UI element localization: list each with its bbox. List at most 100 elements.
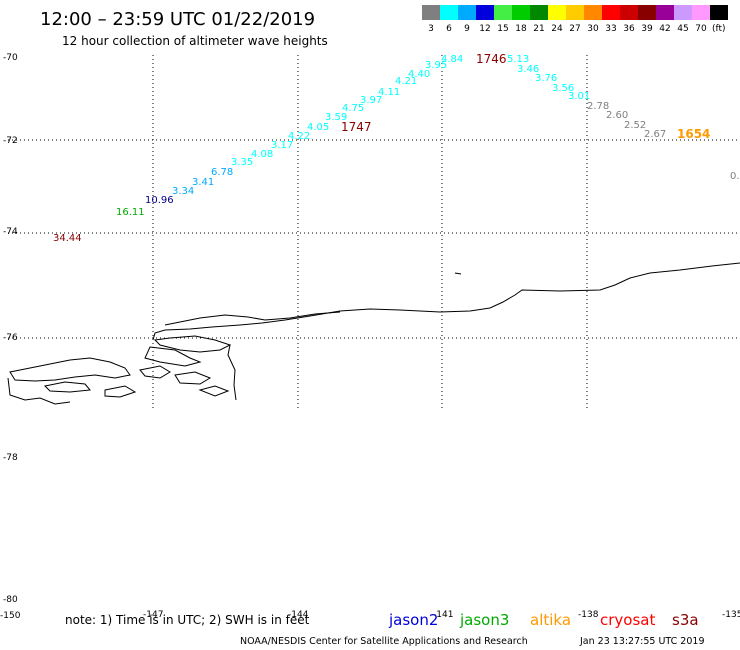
wave-height-label: 2.60 xyxy=(606,110,628,121)
legend-label: 3 xyxy=(428,24,434,34)
wave-height-label: 16.11 xyxy=(116,207,145,218)
coastline xyxy=(7,262,740,405)
graticule xyxy=(8,55,740,408)
wave-height-label: 3.41 xyxy=(192,177,214,188)
legend-label: 9 xyxy=(464,24,470,34)
legend-label: 27 xyxy=(569,24,580,34)
satellite-name: jason2 xyxy=(388,611,438,629)
legend-swatch xyxy=(494,5,512,20)
legend-swatch xyxy=(548,5,566,20)
island-4 xyxy=(43,381,91,393)
legend-swatch xyxy=(710,5,728,20)
legend-swatch xyxy=(602,5,620,20)
lat-label-78: -78 xyxy=(3,453,18,463)
wave-height-label: 4.40 xyxy=(408,69,430,80)
lat-label-74: -74 xyxy=(3,227,18,237)
legend-label: 15 xyxy=(497,24,508,34)
wave-height-label: 3.97 xyxy=(360,95,382,106)
wave-height-label: 2.67 xyxy=(644,129,666,140)
lon-label-141: -141 xyxy=(433,610,453,620)
lon-label-147: -147 xyxy=(143,610,163,620)
legend-swatch xyxy=(584,5,602,20)
pass-time-labels: 1747 1746 1654 xyxy=(341,52,710,141)
coast-segment-1 xyxy=(227,344,237,401)
wave-height-label: 6.78 xyxy=(211,167,233,178)
ice-shelf-edge-inner xyxy=(164,311,341,326)
wave-height-label: 3.56 xyxy=(552,83,574,94)
legend-swatch xyxy=(620,5,638,20)
satellite-name: altika xyxy=(530,611,571,629)
legend-swatch xyxy=(422,5,440,20)
lon-label-144: -144 xyxy=(288,610,309,620)
lat-label-80: -80 xyxy=(3,595,18,605)
wave-height-label: 4.21 xyxy=(395,76,417,87)
legend-label: 42 xyxy=(659,24,670,34)
island-8 xyxy=(198,385,230,397)
legend-swatch xyxy=(566,5,584,20)
wave-height-label: 3.59 xyxy=(325,112,347,123)
wave-height-label: 4.11 xyxy=(378,87,400,98)
legend-unit: (ft) xyxy=(712,24,726,34)
generation-timestamp: Jan 23 13:27:55 UTC 2019 xyxy=(579,636,705,647)
wave-height-label: 2.52 xyxy=(624,120,646,131)
wave-height-label: 3.17 xyxy=(271,140,293,151)
wave-height-label: 3.76 xyxy=(535,73,557,84)
legend-swatch xyxy=(458,5,476,20)
satellite-legend: jason2 jason3 altika cryosat s3a xyxy=(388,611,699,629)
wave-height-label: 3.01 xyxy=(568,91,590,102)
wave-height-label: 4.05 xyxy=(307,122,329,133)
wave-height-labels: 34.4416.1110.963.343.416.783.354.083.174… xyxy=(53,54,740,244)
legend-swatch xyxy=(530,5,548,20)
lat-label-70: -70 xyxy=(3,53,18,63)
ice-shelf-edge xyxy=(152,262,740,341)
legend-label: 39 xyxy=(641,24,653,34)
wave-height-label: 5.13 xyxy=(507,54,529,65)
legend-swatch xyxy=(512,5,530,20)
legend-swatch xyxy=(692,5,710,20)
lon-label-150: -150 xyxy=(0,611,21,621)
island-1 xyxy=(153,335,232,353)
legend-swatch xyxy=(440,5,458,20)
wave-height-label: 4.22 xyxy=(288,131,310,142)
legend-swatch xyxy=(476,5,494,20)
pass-time-label: 1654 xyxy=(677,127,710,141)
wave-height-label: 4.08 xyxy=(251,149,273,160)
legend-swatch xyxy=(638,5,656,20)
wave-height-label: 3.46 xyxy=(517,64,539,75)
satellite-name: jason3 xyxy=(459,611,509,629)
credit-line: NOAA/NESDIS Center for Satellite Applica… xyxy=(240,636,528,647)
coast-segment-2 xyxy=(7,377,71,405)
legend-label: 21 xyxy=(533,24,544,34)
island-5 xyxy=(139,365,171,379)
wave-height-label: 0. xyxy=(730,171,740,182)
island-2 xyxy=(144,346,202,367)
legend-swatch xyxy=(674,5,692,20)
wave-height-label: 3.95 xyxy=(425,60,447,71)
wave-height-label: 10.96 xyxy=(145,195,174,206)
wave-height-label: 3.34 xyxy=(172,186,194,197)
small-island xyxy=(454,272,462,275)
legend-label: 30 xyxy=(587,24,599,34)
wave-height-label: 4.75 xyxy=(342,103,364,114)
wave-height-label: 2.78 xyxy=(587,101,609,112)
wave-height-label: 4.84 xyxy=(441,54,463,65)
legend-label: 70 xyxy=(695,24,707,34)
satellite-name: s3a xyxy=(672,611,699,629)
legend-label: 6 xyxy=(446,24,452,34)
wave-height-label: 34.44 xyxy=(53,233,82,244)
island-7 xyxy=(104,385,137,398)
lon-label-135: -135 xyxy=(722,610,740,620)
island-6 xyxy=(174,371,212,385)
satellite-name: cryosat xyxy=(600,611,655,629)
lon-label-138: -138 xyxy=(578,610,599,620)
wave-height-label: 3.35 xyxy=(231,157,253,168)
legend-label: 36 xyxy=(623,24,635,34)
legend-label: 33 xyxy=(605,24,616,34)
map-title: 12:00 – 23:59 UTC 01/22/2019 xyxy=(40,9,315,30)
lat-label-76: -76 xyxy=(3,333,18,343)
legend-label: 45 xyxy=(677,24,688,34)
island-3 xyxy=(9,357,131,382)
footnote: note: 1) Time is in UTC; 2) SWH is in fe… xyxy=(65,613,310,627)
legend-label: 18 xyxy=(515,24,527,34)
